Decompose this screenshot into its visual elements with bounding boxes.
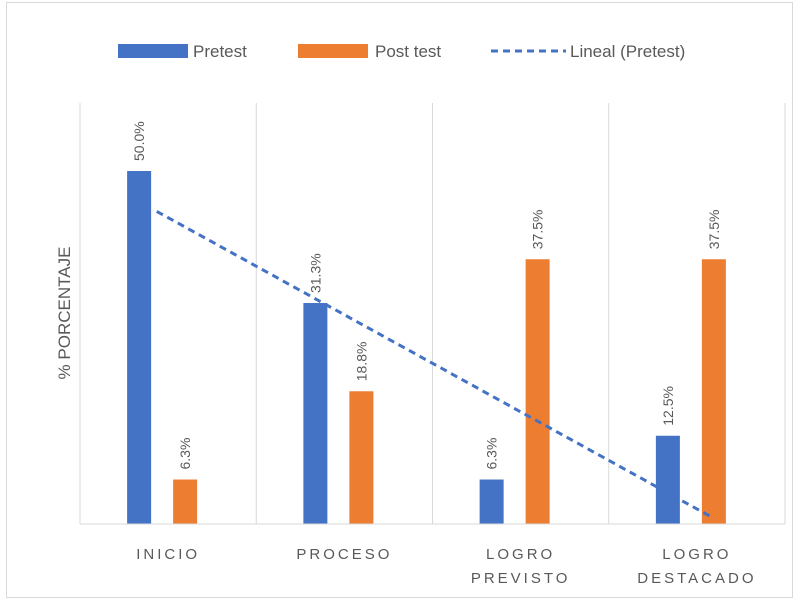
legend-swatch — [118, 44, 188, 58]
data-label: 37.5% — [706, 210, 722, 250]
bar-pretest — [303, 303, 328, 524]
bar-post-test — [701, 259, 726, 524]
data-label: 31.3% — [307, 253, 323, 293]
legend: Pretest Post test Lineal (Pretest) — [118, 42, 685, 61]
legend-label: Lineal (Pretest) — [570, 42, 685, 61]
bar-post-test — [525, 259, 550, 524]
data-label: 6.3% — [177, 438, 193, 470]
category-label: LOGRO — [662, 546, 731, 563]
bar-pretest — [127, 171, 152, 524]
data-label: 50.0% — [131, 121, 147, 161]
category-label: PROCESO — [296, 546, 392, 563]
trendline — [156, 210, 713, 519]
category-labels: INICIO PROCESO LOGRO PREVISTO LOGRO DESTACADO — [136, 546, 756, 587]
data-label: 37.5% — [530, 210, 546, 250]
category-label: LOGRO — [486, 546, 555, 563]
legend-label: Pretest — [193, 42, 247, 61]
legend-label: Post test — [375, 42, 441, 61]
category-label: PREVISTO — [471, 570, 571, 587]
data-label: 12.5% — [660, 386, 676, 426]
bar-post-test — [173, 479, 198, 524]
category-label: INICIO — [136, 546, 200, 563]
legend-swatch — [298, 44, 368, 58]
bar-pretest — [655, 435, 680, 524]
data-label: 6.3% — [484, 438, 500, 470]
bar-post-test — [349, 391, 374, 524]
data-label: 18.8% — [353, 342, 369, 382]
category-gridlines — [79, 103, 786, 524]
bars — [127, 171, 726, 524]
category-label: DESTACADO — [637, 570, 756, 587]
data-labels: 50.0% 31.3% 6.3% 12.5% 6.3% 18.8% 37.5% 37.5% — [131, 121, 722, 469]
y-axis-title: % PORCENTAJE — [55, 247, 74, 380]
trendline-line — [156, 210, 713, 519]
bar-pretest — [479, 479, 504, 524]
